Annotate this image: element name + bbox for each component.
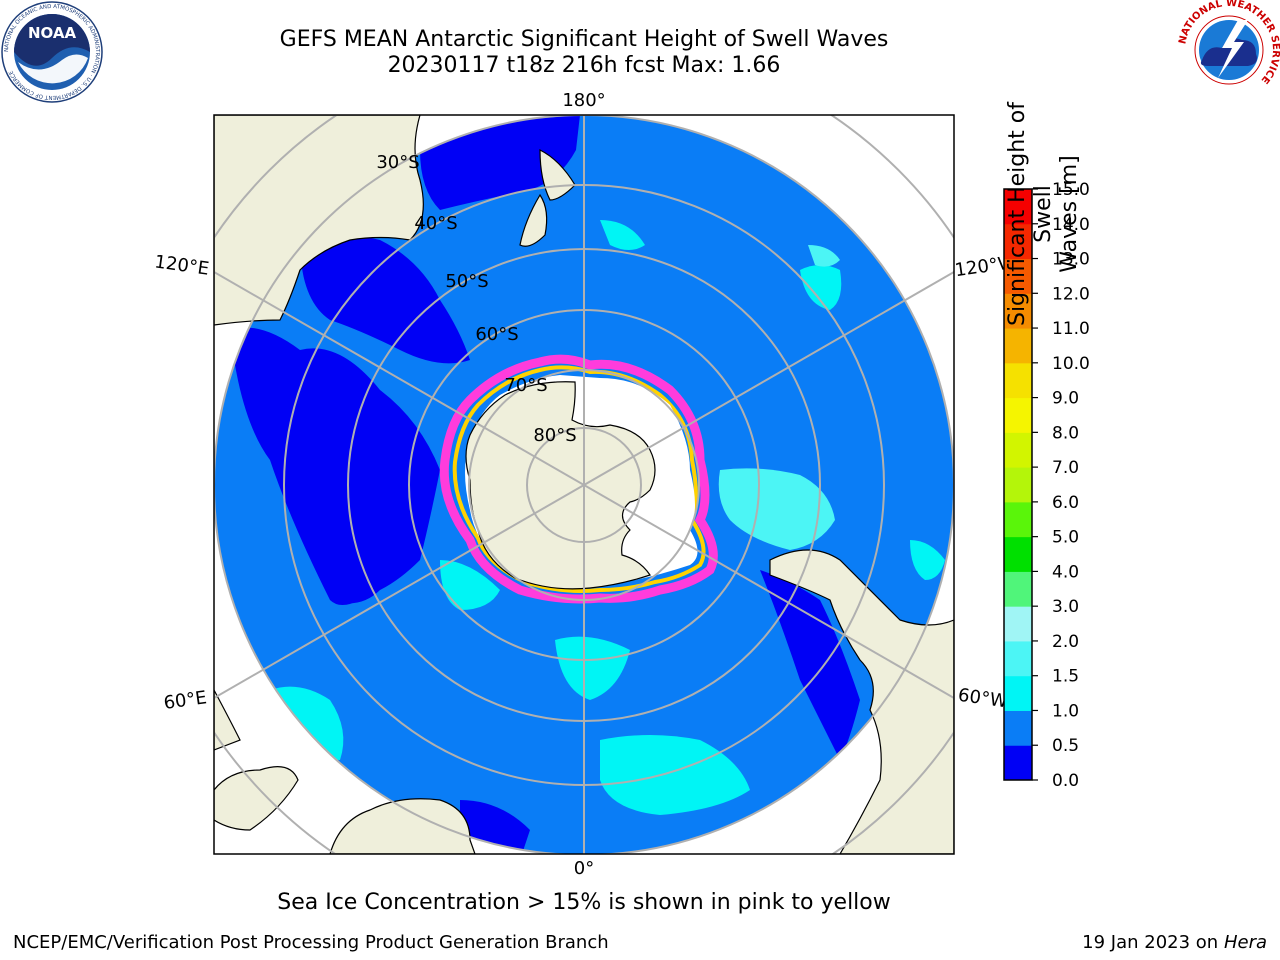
continents [214,115,954,854]
colorbar-tick-label: 8.0 [1052,423,1079,443]
lat-label-60s: 60°S [475,324,518,345]
lat-label-70s: 70°S [504,375,547,396]
colorbar-swatch [1004,640,1032,677]
colorbar-swatch [1004,467,1032,503]
colorbar-tick-label: 0.0 [1052,771,1079,791]
graticule [214,115,954,854]
africa [329,798,476,854]
credit-right: 19 Jan 2023 on Hera [1082,932,1267,953]
sea-ice-caption: Sea Ice Concentration > 15% is shown in … [277,890,891,915]
chart-title: GEFS MEAN Antarctic Significant Height o… [279,27,889,52]
map-frame [213,114,955,855]
colorbar-tick-label: 0.5 [1052,736,1079,756]
colorbar-swatch [1004,745,1032,781]
madagascar [214,766,299,831]
chart-subtitle: 20230117 t18z 216h fcst Max: 1.66 [387,53,781,78]
colorbar-swatch [1004,606,1032,642]
sea-ice-edge [439,354,718,604]
colorbar-swatch [1004,223,1032,260]
colorbar-swatch [1004,362,1032,399]
colorbar-tick-label: 14.0 [1052,215,1090,235]
lon-label-60w: 60°W [957,685,1009,713]
colorbar-swatch [1004,571,1032,607]
credit-date: 19 Jan 2023 on [1082,932,1224,953]
colorbar-swatch [1004,710,1032,746]
colorbar-swatch [1004,536,1032,572]
colorbar-swatch [1004,328,1032,364]
colorbar-tick-label: 1.5 [1052,667,1079,687]
colorbar-tick-label: 3.0 [1052,597,1079,617]
credit-left: NCEP/EMC/Verification Post Processing Pr… [13,932,609,953]
lat-label-50s: 50°S [445,271,488,292]
colorbar-swatch [1004,675,1032,711]
colorbar-swatch [1004,397,1032,433]
colorbar-swatch [1004,258,1032,294]
sea-ice-inner [452,365,706,593]
colorbar: 0.0 0.5 1.0 1.5 2.0 3.0 4.0 5.0 6.0 7.0 8.0 9.0 10.0… [1003,180,1090,791]
colorbar-tick-label: 2.0 [1052,632,1079,652]
nws-logo: NATIONAL WEATHER SERVICE [1178,0,1280,98]
south-america [769,549,954,854]
colorbar-swatch [1004,189,1032,225]
colorbar-tick-label: 1.0 [1052,701,1079,721]
higher-swell-regions [718,245,840,550]
meridian-60E-120W [214,271,954,699]
colorbar-label-line2: Waves [m] [1057,155,1082,273]
colorbar-frame [1003,188,1033,781]
colorbar-tick-label: 9.0 [1052,389,1079,409]
australia [214,115,424,326]
colorbar-label-line1: Significant Height of Swell [1005,101,1056,327]
noaa-logo-text: NOAA [28,24,77,42]
moderate-swell-regions [270,220,945,815]
credit-host: Hera [1223,932,1267,953]
colorbar-tick-label: 4.0 [1052,562,1079,582]
colorbar-tick-label: 6.0 [1052,493,1079,513]
lon-label-0: 0° [574,858,594,879]
noaa-logo: NOAA NATIONAL OCEANIC AND ATMOSPHERIC AD… [1,1,103,103]
lon-label-120e: 120°E [153,251,210,279]
lat-label-40s: 40°S [414,213,457,234]
colorbar-tick-label: 7.0 [1052,458,1079,478]
lon-label-180: 180° [562,90,605,111]
lat-label-80s: 80°S [533,425,576,446]
colorbar-label: Significant Height of Swell Waves [m] [1005,84,1082,344]
colorbar-swatch [1004,293,1032,329]
colorbar-tick-label: 15.0 [1052,180,1090,200]
colorbar-tick-label: 12.0 [1052,284,1090,304]
colorbar-tick-label: 13.0 [1052,250,1090,270]
lat-label-30s: 30°S [376,152,419,173]
colorbar-tick-label: 11.0 [1052,319,1090,339]
colorbar-swatch [1004,501,1032,538]
new-zealand [519,149,576,247]
lon-label-60e: 60°E [162,687,208,714]
colorbar-swatch [1004,432,1032,468]
colorbar-tick-label: 5.0 [1052,528,1079,548]
colorbar-tick-label: 10.0 [1052,354,1090,374]
